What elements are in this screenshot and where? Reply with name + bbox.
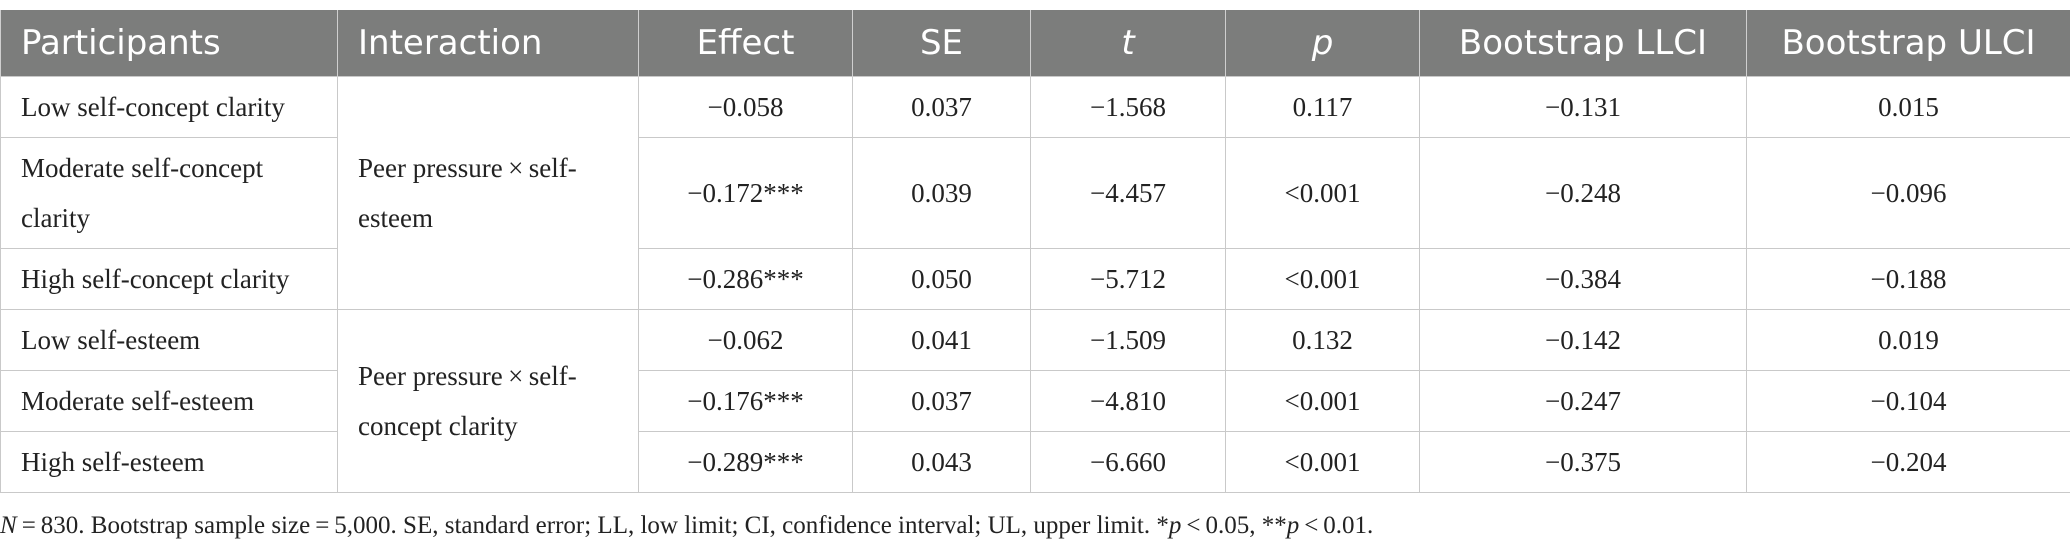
t-cell: −5.712: [1030, 248, 1226, 310]
ulci-cell: 0.019: [1746, 309, 2070, 371]
ulci-cell: −0.104: [1746, 370, 2070, 432]
results-table: Participants Interaction Effect SE t p B…: [0, 10, 2070, 493]
p-cell: <0.001: [1225, 248, 1420, 310]
effect-cell: −0.286***: [638, 248, 853, 310]
footnote-p1-text: < 0.05, **: [1181, 512, 1287, 539]
effect-cell: −0.289***: [638, 431, 853, 493]
footnote-text: = 830. Bootstrap sample size = 5,000. SE…: [16, 512, 1169, 539]
participants-cell: Moderate self-concept clarity: [0, 137, 338, 249]
participants-cell: High self-concept clarity: [0, 248, 338, 310]
p-cell: 0.117: [1225, 76, 1420, 138]
se-cell: 0.050: [852, 248, 1031, 310]
participants-cell: Low self-esteem: [0, 309, 338, 371]
header-se: SE: [852, 10, 1031, 77]
header-row: Participants Interaction Effect SE t p B…: [0, 10, 2070, 77]
footnote-p-symbol: p: [1168, 512, 1182, 539]
ulci-cell: −0.096: [1746, 137, 2070, 249]
header-t: t: [1030, 10, 1226, 77]
participants-cell: Low self-concept clarity: [0, 76, 338, 138]
t-cell: −1.509: [1030, 309, 1226, 371]
effect-cell: −0.172***: [638, 137, 853, 249]
t-cell: −6.660: [1030, 431, 1226, 493]
header-participants: Participants: [0, 10, 338, 77]
header-bootstrap-llci: Bootstrap LLCI: [1419, 10, 1747, 77]
ulci-cell: −0.204: [1746, 431, 2070, 493]
t-cell: −4.457: [1030, 137, 1226, 249]
effect-cell: −0.058: [638, 76, 853, 138]
header-p: p: [1225, 10, 1420, 77]
effect-cell: −0.176***: [638, 370, 853, 432]
interaction-cell: Peer pressure × self-esteem: [337, 76, 639, 310]
llci-cell: −0.248: [1419, 137, 1747, 249]
t-cell: −1.568: [1030, 76, 1226, 138]
llci-cell: −0.247: [1419, 370, 1747, 432]
ulci-cell: −0.188: [1746, 248, 2070, 310]
footnote-p2-text: < 0.01.: [1299, 512, 1374, 539]
table-row: Moderate self-esteem −0.176*** 0.037 −4.…: [0, 370, 2070, 432]
p-cell: <0.001: [1225, 137, 1420, 249]
table-row: Low self-concept clarity Peer pressure ×…: [0, 76, 2070, 310]
se-cell: 0.039: [852, 137, 1031, 249]
p-cell: 0.132: [1225, 309, 1420, 371]
participants-cell: Moderate self-esteem: [0, 370, 338, 432]
p-cell: <0.001: [1225, 370, 1420, 432]
effect-cell: −0.062: [638, 309, 853, 371]
t-cell: −4.810: [1030, 370, 1226, 432]
llci-cell: −0.375: [1419, 431, 1747, 493]
table-row: High self-concept clarity −0.286*** 0.05…: [0, 248, 2070, 310]
table-row: High self-esteem −0.289*** 0.043 −6.660 …: [0, 431, 2070, 493]
header-bootstrap-ulci: Bootstrap ULCI: [1746, 10, 2070, 77]
table-row: Low self-esteem Peer pressure × self-con…: [0, 309, 2070, 493]
results-table-container: Participants Interaction Effect SE t p B…: [0, 10, 2070, 493]
footnote-p-symbol: p: [1286, 512, 1300, 539]
ulci-cell: 0.015: [1746, 76, 2070, 138]
se-cell: 0.037: [852, 370, 1031, 432]
header-effect: Effect: [638, 10, 853, 77]
table-footnote: N = 830. Bootstrap sample size = 5,000. …: [0, 512, 1373, 540]
se-cell: 0.037: [852, 76, 1031, 138]
header-interaction: Interaction: [337, 10, 639, 77]
p-cell: <0.001: [1225, 431, 1420, 493]
interaction-cell: Peer pressure × self-concept clarity: [337, 309, 639, 493]
se-cell: 0.041: [852, 309, 1031, 371]
llci-cell: −0.384: [1419, 248, 1747, 310]
participants-cell: High self-esteem: [0, 431, 338, 493]
llci-cell: −0.142: [1419, 309, 1747, 371]
footnote-n-symbol: N: [0, 512, 17, 539]
llci-cell: −0.131: [1419, 76, 1747, 138]
se-cell: 0.043: [852, 431, 1031, 493]
table-row: Moderate self-concept clarity −0.172*** …: [0, 137, 2070, 249]
